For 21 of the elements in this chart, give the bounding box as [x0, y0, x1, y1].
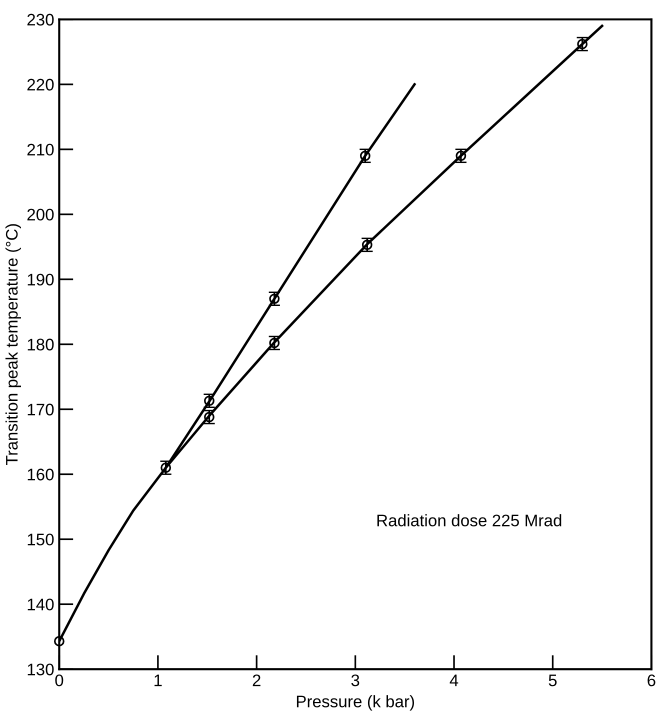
y-axis-title: Transition peak temperature (°C): [5, 224, 21, 466]
y-tick-label: 230: [27, 14, 54, 26]
annotation: Radiation dose 225 Mrad: [377, 514, 562, 526]
y-tick-label: 160: [28, 468, 54, 480]
x-tick-label: 0: [55, 674, 64, 686]
x-tick-label: 5: [548, 674, 557, 686]
x-tick-label: 6: [648, 674, 656, 686]
x-tick-label: 3: [351, 674, 360, 686]
y-tick-label: 220: [27, 78, 54, 91]
y-tick-label: 130: [28, 664, 54, 676]
x-tick-label: 2: [252, 674, 260, 686]
y-tick-label: 200: [27, 208, 54, 221]
y-tick-label: 210: [27, 144, 54, 156]
y-tick-label: 180: [28, 338, 54, 350]
y-tick-label: 150: [28, 534, 54, 546]
y-tick-label: 140: [28, 598, 54, 610]
x-tick-label: 4: [450, 674, 458, 686]
x-axis-title: Pressure (k bar): [296, 695, 414, 711]
y-tick-label: 190: [28, 274, 54, 286]
y-tick-label: 170: [28, 404, 54, 416]
x-tick-label: 1: [154, 674, 162, 686]
